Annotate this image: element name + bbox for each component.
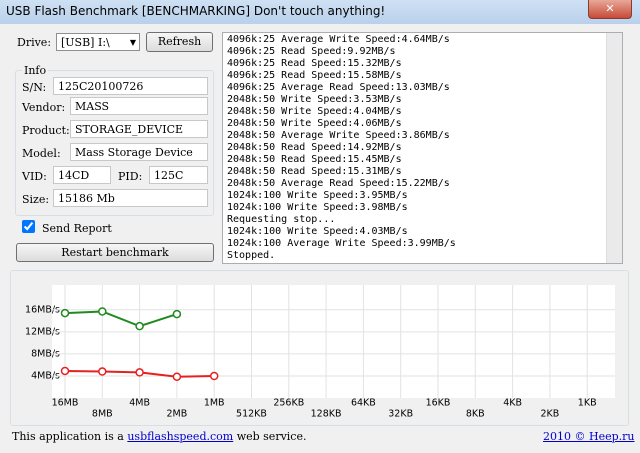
log-line: 4096k:25 Average Write Speed:4.64MB/s (227, 34, 450, 45)
point (172, 372, 182, 381)
y-tick-label: 4MB/s (31, 370, 60, 381)
point (172, 309, 182, 319)
point (135, 321, 144, 331)
log-line: 4096k:25 Read Speed:15.32MB/s (227, 58, 402, 69)
x-tick-label: 2KB (541, 409, 560, 420)
log-lines: 4096k:25 Average Write Speed:4.64MB/s 409… (227, 34, 456, 262)
refresh-button[interactable]: Refresh (146, 32, 213, 52)
field-value: 125C20100726 (53, 77, 208, 95)
send-report-checkbox[interactable] (22, 220, 35, 233)
field-label: Vendor: (22, 101, 66, 114)
drive-value: [USB] I:\ (61, 36, 110, 49)
x-tick-label: 1MB (204, 398, 225, 409)
x-tick-label: 16KB (426, 398, 451, 409)
field-label: Product: (22, 124, 70, 137)
field-value: MASS (70, 97, 208, 115)
log-line: 2048k:50 Read Speed:15.31MB/s (227, 166, 402, 177)
footer-tail: web service. (236, 430, 307, 443)
close-button[interactable]: ✕ (588, 0, 632, 19)
info-title: Info (22, 64, 49, 77)
dropdown-arrow: ▼ (129, 38, 136, 47)
send-report-label: Send Report (42, 222, 112, 235)
log-line: Requesting stop... (227, 214, 336, 225)
series-line (64, 310, 178, 328)
chart-group (10, 270, 629, 426)
point (60, 366, 70, 376)
x-tick-label: 64KB (351, 398, 376, 409)
log-line: 4096k:25 Average Read Speed:13.03MB/s (227, 82, 450, 93)
log-line: 4096k:25 Read Speed:9.92MB/s (227, 46, 396, 57)
x-tick-label: 8KB (466, 409, 485, 420)
point (98, 367, 107, 376)
drive-label: Drive: (17, 36, 52, 49)
pid-value: 125C (149, 166, 208, 184)
size-value: 15186 Mb (53, 189, 208, 207)
x-tick-label: 4KB (503, 398, 522, 409)
field-label: S/N: (22, 81, 47, 94)
log-line: 2048k:50 Write Speed:4.06MB/s (227, 118, 402, 129)
footer-text: This application is a usbflashspeed.com … (12, 430, 306, 443)
log-line: 1024k:100 Average Write Speed:3.99MB/s (227, 238, 456, 249)
x-tick-label: 8MB (92, 409, 113, 420)
footer-lead: This application is a (12, 430, 124, 443)
x-tick-label: 128KB (311, 409, 342, 420)
log-line: 1024k:100 Write Speed:4.03MB/s (227, 226, 408, 237)
log-line: Stopped. (227, 250, 276, 261)
window-title: USB Flash Benchmark [BENCHMARKING] Don't… (6, 4, 386, 18)
log-line: 2048k:50 Average Read Speed:15.22MB/s (227, 178, 450, 189)
log-line: 2048k:50 Average Write Speed:3.86MB/s (227, 130, 450, 141)
log-line: 2048k:50 Write Speed:4.04MB/s (227, 106, 402, 117)
point (98, 307, 107, 316)
x-tick-label: 256KB (273, 398, 304, 409)
field-label: Model: (22, 147, 61, 160)
x-tick-label: 16MB (52, 398, 79, 409)
field-value: STORAGE_DEVICE (70, 120, 208, 138)
log-line: 1024k:100 Write Speed:3.98MB/s (227, 202, 408, 213)
log-line: 2048k:50 Read Speed:14.92MB/s (227, 142, 402, 153)
x-tick-label: 4MB (129, 398, 150, 409)
chart: 4MB/s 8MB/s 12MB/s 16MB/s 16MB 8MB 4MB 2MB 1MB 51… (25, 285, 615, 420)
title-bar: USB Flash Benchmark [BENCHMARKING] Don't… (0, 0, 640, 24)
log-box: 4096k:25 Average Write Speed:4.64MB/s 409… (222, 32, 623, 264)
x-tick-label: 32KB (388, 409, 413, 420)
vid-label: VID: (22, 170, 47, 183)
log-line: 4096k:25 Read Speed:15.58MB/s (227, 70, 402, 81)
x-tick-label: 2MB (167, 409, 188, 420)
info-group (15, 70, 214, 216)
y-tick-label: 16MB/s (25, 304, 60, 315)
x-tick-label: 512KB (236, 409, 267, 420)
credit-link[interactable]: 2010 © Heep.ru (543, 430, 635, 443)
point (209, 371, 219, 381)
log-line: 2048k:50 Write Speed:3.53MB/s (227, 94, 402, 105)
y-tick-label: 8MB/s (31, 348, 60, 359)
log-line: 2048k:50 Read Speed:15.45MB/s (227, 154, 402, 165)
size-label: Size: (22, 193, 50, 206)
vid-value: 14CD (53, 166, 111, 184)
plot-area (52, 285, 615, 398)
log-line: 1024k:100 Write Speed:3.95MB/s (227, 190, 408, 201)
point (60, 308, 70, 318)
x-tick-label: 1KB (578, 398, 597, 409)
y-tick-label: 12MB/s (25, 326, 60, 337)
field-value: Mass Storage Device (70, 143, 208, 161)
footer-link[interactable]: usbflashspeed.com (127, 430, 234, 443)
pid-label: PID: (118, 170, 143, 183)
point (135, 368, 144, 377)
restart-button[interactable]: Restart benchmark (16, 243, 214, 262)
scrollbar[interactable] (606, 33, 622, 263)
drive-select[interactable]: [USB] I:\ ▼ (56, 33, 140, 51)
